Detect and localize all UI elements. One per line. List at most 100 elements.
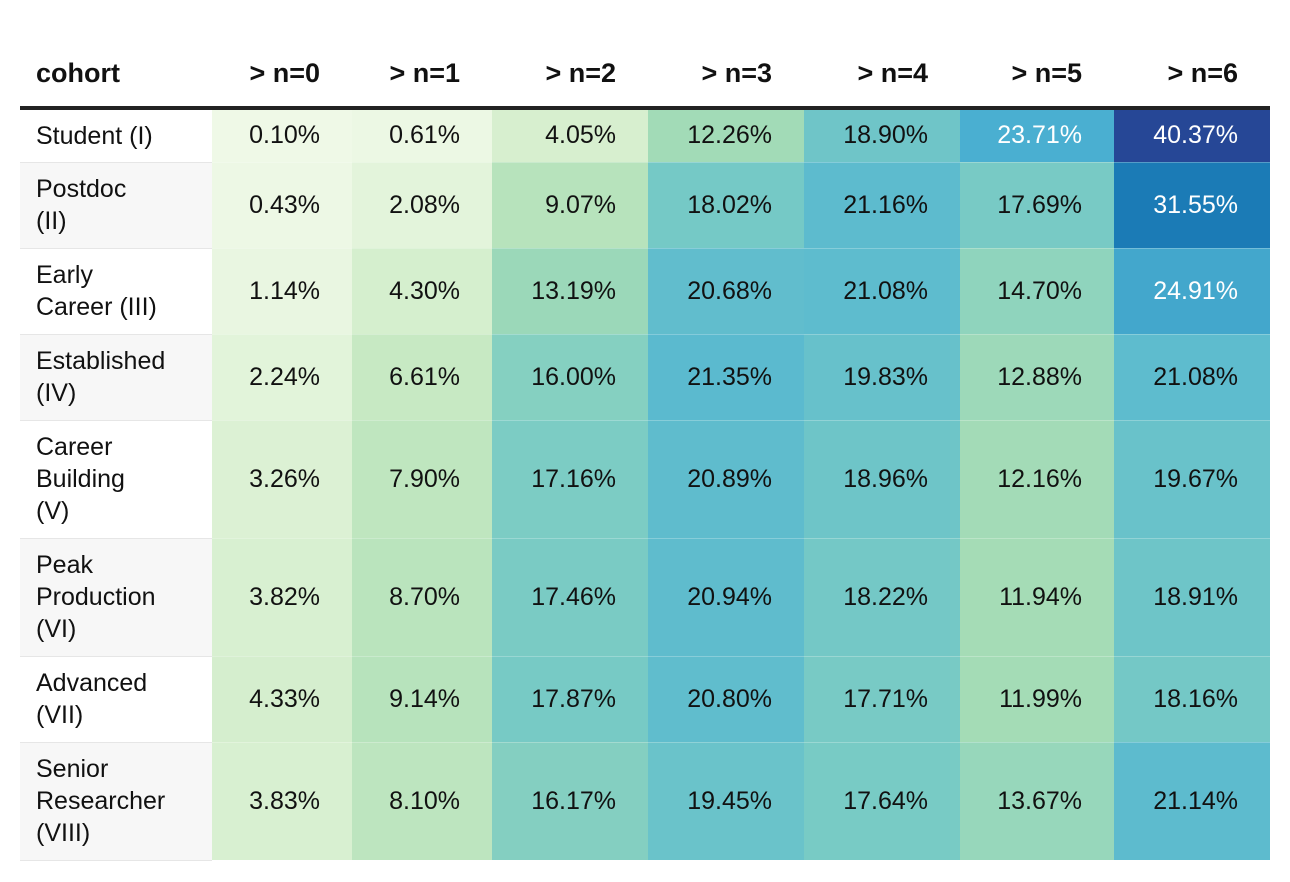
cohort-label-line: (V) [36,497,70,525]
column-header-n2: > n=2 [492,40,648,110]
heatmap-cell: 14.70% [960,248,1114,335]
cohort-label: Senior Researcher (VIII) [20,742,212,861]
heatmap-cell: 0.10% [212,108,352,163]
heatmap-cell: 8.10% [352,742,492,861]
heatmap-cell: 9.07% [492,162,648,249]
column-header-n1: > n=1 [352,40,492,110]
heatmap-cell: 2.08% [352,162,492,249]
cohort-label-line: Postdoc [36,175,127,203]
cohort-label-line: (II) [36,207,67,235]
heatmap-cell: 12.26% [648,108,804,163]
column-header-n4: > n=4 [804,40,960,110]
cohort-label: Established (IV) [20,334,212,421]
heatmap-cell: 20.94% [648,538,804,657]
heatmap-cell: 19.67% [1114,420,1270,539]
heatmap-cell: 18.02% [648,162,804,249]
heatmap-cell: 21.16% [804,162,960,249]
cohort-label-line: Peak [36,551,93,579]
heatmap-table-container: cohort > n=0 > n=1 > n=2 > n=3 > n=4 > n=5 > n=… [20,40,1270,861]
heatmap-cell: 6.61% [352,334,492,421]
heatmap-cell: 21.35% [648,334,804,421]
cohort-label: Advanced (VII) [20,656,212,743]
heatmap-cell: 11.94% [960,538,1114,657]
heatmap-cell: 17.87% [492,656,648,743]
cohort-label: Early Career (III) [20,248,212,335]
table-row: Career Building (V) 3.26% 7.90% 17.16% 20.89% 1… [20,420,1270,539]
heatmap-cell: 20.68% [648,248,804,335]
heatmap-cell: 0.61% [352,108,492,163]
heatmap-cell: 17.64% [804,742,960,861]
table-row: Established (IV) 2.24% 6.61% 16.00% 21.35% 19.… [20,334,1270,421]
cohort-label: Peak Production (VI) [20,538,212,657]
heatmap-cell: 3.82% [212,538,352,657]
cohort-label-line: Career (III) [36,293,157,321]
heatmap-cell: 11.99% [960,656,1114,743]
heatmap-cell: 21.08% [804,248,960,335]
heatmap-cell: 12.88% [960,334,1114,421]
table-body: Student (I) 0.10% 0.61% 4.05% 12.26% 18.90% 23… [20,108,1270,861]
heatmap-cell: 8.70% [352,538,492,657]
heatmap-cell: 19.45% [648,742,804,861]
cohort-label: Student (I) [20,108,212,163]
heatmap-cell: 4.33% [212,656,352,743]
cohort-label-line: Researcher [36,787,166,815]
table-row: Advanced (VII) 4.33% 9.14% 17.87% 20.80% 17.71… [20,656,1270,743]
heatmap-cell: 12.16% [960,420,1114,539]
heatmap-cell: 4.30% [352,248,492,335]
cohort-label-line: Building [36,465,125,493]
heatmap-cell: 2.24% [212,334,352,421]
heatmap-cell: 0.43% [212,162,352,249]
cohort-label: Career Building (V) [20,420,212,539]
heatmap-table: cohort > n=0 > n=1 > n=2 > n=3 > n=4 > n=5 > n=… [20,40,1270,861]
heatmap-cell: 24.91% [1114,248,1270,335]
heatmap-cell: 9.14% [352,656,492,743]
cohort-label-line: Advanced [36,669,148,697]
cohort-label-line: (IV) [36,379,77,407]
heatmap-cell: 21.14% [1114,742,1270,861]
cohort-label-line: (VI) [36,615,77,643]
heatmap-cell: 20.80% [648,656,804,743]
table-row: Senior Researcher (VIII) 3.83% 8.10% 16.17% 19… [20,742,1270,861]
cohort-label: Postdoc (II) [20,162,212,249]
table-row: Postdoc (II) 0.43% 2.08% 9.07% 18.02% 21.16% 17… [20,162,1270,249]
heatmap-cell: 21.08% [1114,334,1270,421]
table-row: Early Career (III) 1.14% 4.30% 13.19% 20.68% 2… [20,248,1270,335]
heatmap-cell: 40.37% [1114,108,1270,163]
heatmap-cell: 18.16% [1114,656,1270,743]
column-header-n3: > n=3 [648,40,804,110]
heatmap-cell: 18.91% [1114,538,1270,657]
heatmap-cell: 3.83% [212,742,352,861]
heatmap-cell: 7.90% [352,420,492,539]
cohort-label-line: Career [36,433,113,461]
heatmap-cell: 13.19% [492,248,648,335]
column-header-cohort: cohort [20,40,212,110]
cohort-label-line: Senior [36,755,109,783]
heatmap-cell: 1.14% [212,248,352,335]
column-header-n0: > n=0 [212,40,352,110]
cohort-label-line: Early [36,261,93,289]
column-header-n5: > n=5 [960,40,1114,110]
heatmap-cell: 17.46% [492,538,648,657]
heatmap-cell: 18.96% [804,420,960,539]
table-row: Student (I) 0.10% 0.61% 4.05% 12.26% 18.90% 23… [20,108,1270,163]
heatmap-cell: 17.16% [492,420,648,539]
heatmap-cell: 17.71% [804,656,960,743]
heatmap-cell: 20.89% [648,420,804,539]
heatmap-cell: 31.55% [1114,162,1270,249]
heatmap-cell: 19.83% [804,334,960,421]
heatmap-cell: 18.90% [804,108,960,163]
heatmap-cell: 16.17% [492,742,648,861]
heatmap-cell: 17.69% [960,162,1114,249]
heatmap-cell: 13.67% [960,742,1114,861]
header-row: cohort > n=0 > n=1 > n=2 > n=3 > n=4 > n=5 > n=… [20,40,1270,110]
cohort-label-line: Production [36,583,156,611]
heatmap-cell: 16.00% [492,334,648,421]
column-header-n6: > n=6 [1114,40,1270,110]
heatmap-cell: 23.71% [960,108,1114,163]
table-row: Peak Production (VI) 3.82% 8.70% 17.46% 20.94%… [20,538,1270,657]
cohort-label-line: (VIII) [36,819,91,847]
heatmap-cell: 4.05% [492,108,648,163]
heatmap-cell: 3.26% [212,420,352,539]
cohort-label-line: Established [36,347,166,375]
cohort-label-line: (VII) [36,701,84,729]
